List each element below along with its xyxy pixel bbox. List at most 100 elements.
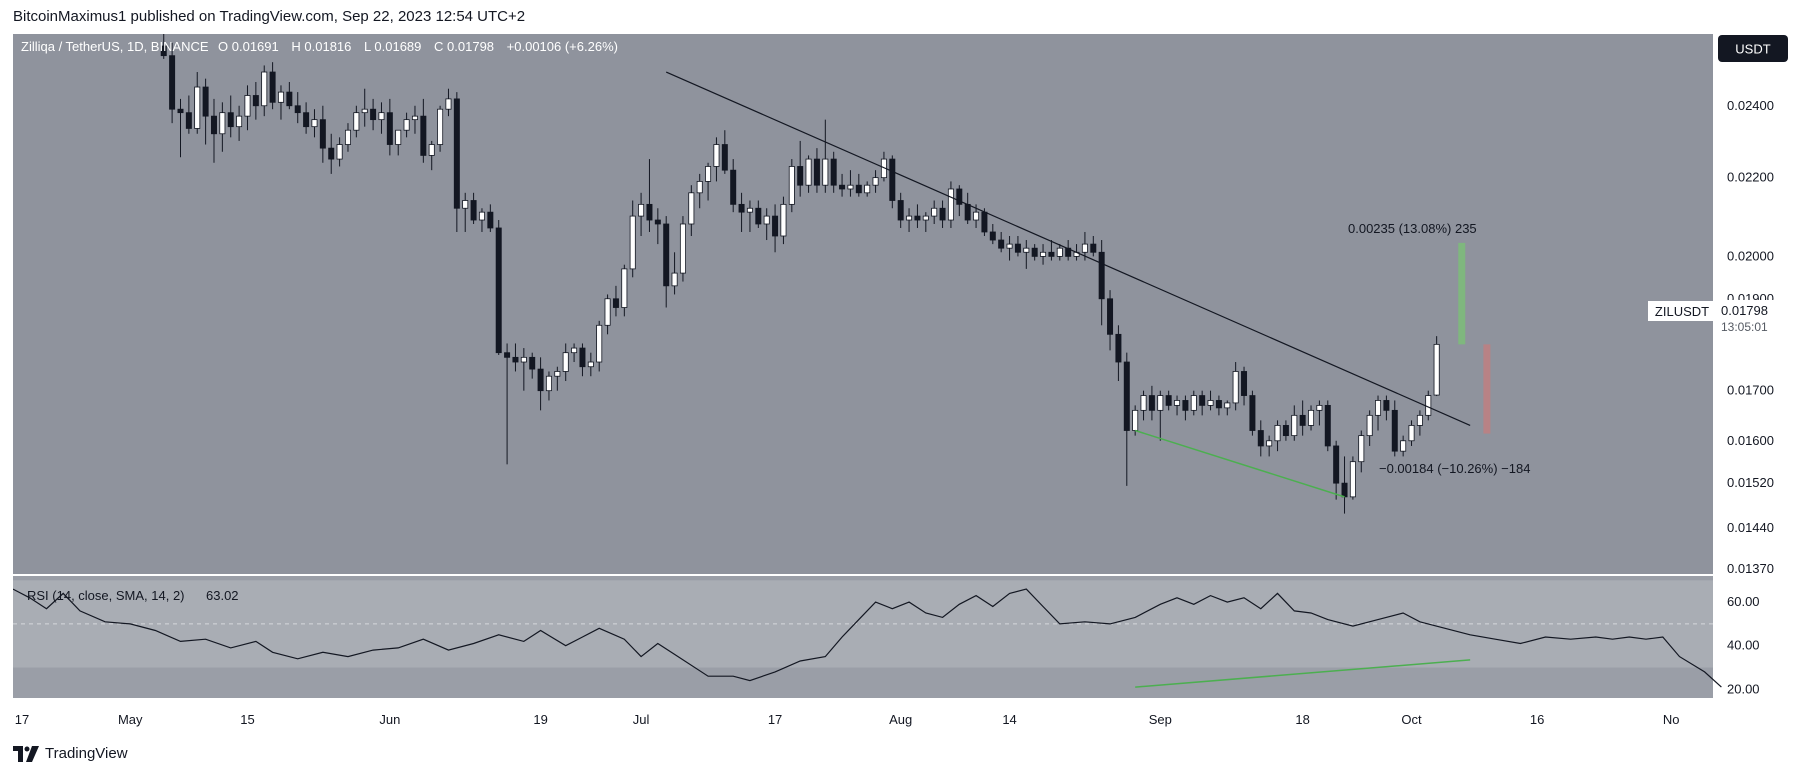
candle-up xyxy=(428,140,435,171)
legend-close-label: C xyxy=(434,39,443,54)
time-axis-tick: 17 xyxy=(768,712,782,727)
candle-body xyxy=(797,166,804,186)
candle-down xyxy=(1391,400,1398,457)
candle-up xyxy=(445,88,452,117)
candle-up xyxy=(462,192,469,232)
currency-button[interactable]: USDT xyxy=(1718,35,1788,62)
candle-body xyxy=(989,231,996,241)
candle-body xyxy=(839,184,846,190)
candle-body xyxy=(1375,400,1382,416)
candle-down xyxy=(839,173,846,197)
candle-down xyxy=(1107,290,1114,351)
candle-up xyxy=(1232,362,1239,411)
candle-body xyxy=(529,356,536,370)
measure-down-label: −0.00184 (−10.26%) −184 xyxy=(1379,461,1530,476)
candle-body xyxy=(445,98,452,110)
candle-up xyxy=(688,185,695,236)
measure-up-label: 0.00235 (13.08%) 235 xyxy=(1348,221,1477,236)
candle-down xyxy=(1383,395,1390,421)
candle-body xyxy=(629,215,636,270)
candle-down xyxy=(1333,440,1340,500)
candle-body xyxy=(939,207,946,221)
candle-up xyxy=(1056,244,1063,261)
candle-up xyxy=(788,159,795,213)
candle-up xyxy=(947,181,954,228)
candle-up xyxy=(403,112,410,138)
candle-down xyxy=(579,343,586,377)
candle-down xyxy=(855,173,862,197)
candle-down xyxy=(1165,390,1172,411)
candle-up xyxy=(395,129,402,156)
last-price-value: 0.01798 xyxy=(1721,303,1768,318)
candle-body xyxy=(663,223,670,287)
candle-up xyxy=(872,170,879,193)
time-axis-tick: 16 xyxy=(1530,712,1544,727)
candle-up xyxy=(236,105,243,141)
candle-up xyxy=(554,366,561,391)
candle-body xyxy=(688,192,695,225)
candle-up xyxy=(520,348,527,391)
footer-brand-label: TradingView xyxy=(45,745,128,762)
candle-up xyxy=(705,162,712,201)
candle-body xyxy=(1425,395,1432,416)
candle-body xyxy=(319,119,326,149)
price-axis-tick: 0.01370 xyxy=(1727,561,1774,576)
candle-down xyxy=(286,82,293,110)
candle-down xyxy=(1282,420,1289,441)
candle-up xyxy=(411,105,418,134)
candle-up xyxy=(629,200,636,278)
candle-up xyxy=(353,105,360,138)
candle-down xyxy=(487,204,494,232)
candle-body xyxy=(1006,243,1013,249)
candle-body xyxy=(906,215,913,221)
candle-body xyxy=(185,112,192,129)
time-axis-tick: 18 xyxy=(1295,712,1309,727)
candle-body xyxy=(813,158,820,186)
candle-body xyxy=(847,184,854,190)
candle-body xyxy=(889,158,896,201)
candle-body xyxy=(252,95,259,107)
candle-down xyxy=(612,285,619,317)
candle-body xyxy=(587,361,594,368)
candle-up xyxy=(437,105,444,152)
chart-canvas[interactable]: 0.024000.022000.020000.019000.017000.016… xyxy=(13,34,1793,731)
candle-down xyxy=(269,62,276,110)
candle-body xyxy=(1107,298,1114,335)
candle-down xyxy=(889,155,896,209)
rsi-axis-tick: 20.00 xyxy=(1727,681,1760,696)
candle-up xyxy=(311,109,318,138)
candle-body xyxy=(286,91,293,107)
candle-body xyxy=(1391,409,1398,452)
candle-up xyxy=(1207,390,1214,411)
legend-high-value: 0.01816 xyxy=(304,39,351,54)
candle-body xyxy=(370,108,377,121)
candle-body xyxy=(1366,414,1373,437)
candle-up xyxy=(1433,336,1440,397)
legend-open-label: O xyxy=(218,39,228,54)
candle-body xyxy=(1241,371,1248,396)
candle-body xyxy=(1266,440,1273,447)
candle-body xyxy=(604,298,611,326)
candle-up xyxy=(671,252,678,295)
price-axis-tick: 0.02200 xyxy=(1727,170,1774,185)
candle-down xyxy=(303,102,310,134)
candle-body xyxy=(1023,247,1030,253)
candle-body xyxy=(1249,395,1256,431)
symbol-tag-label: ZILUSDT xyxy=(1655,304,1709,319)
candle-up xyxy=(194,72,201,134)
candle-up xyxy=(1140,390,1147,421)
candle-down xyxy=(755,200,762,228)
candle-body xyxy=(219,112,226,135)
candle-up xyxy=(746,200,753,232)
candle-down xyxy=(370,98,377,131)
candle-body xyxy=(269,71,276,103)
candle-body xyxy=(721,144,728,171)
currency-label: USDT xyxy=(1735,42,1770,57)
candle-body xyxy=(713,144,720,167)
candle-body xyxy=(336,144,343,160)
time-axis-tick: No xyxy=(1663,712,1680,727)
candle-down xyxy=(1299,400,1306,436)
candle-down xyxy=(772,204,779,253)
candle-body xyxy=(1199,395,1206,406)
candle-body xyxy=(236,115,243,128)
